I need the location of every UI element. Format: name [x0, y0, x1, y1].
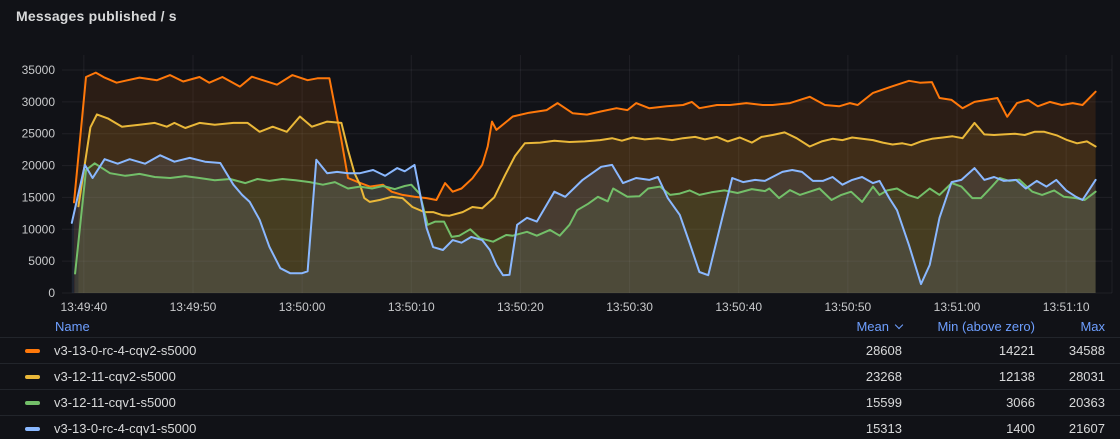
series-max-value: 34588: [1068, 343, 1105, 358]
legend-rows: v3-13-0-rc-4-cqv2-s5000 28608 14221 3458…: [0, 338, 1120, 439]
series-max-value: 21607: [1068, 421, 1105, 436]
legend-col-mean[interactable]: Mean: [782, 318, 904, 334]
legend-row: v3-13-0-rc-4-cqv1-s5000 15313 1400 21607: [0, 416, 1120, 439]
y-tick-label: 35000: [22, 63, 56, 77]
series-color-swatch-icon: [25, 426, 40, 431]
x-tick-label: 13:49:40: [60, 300, 107, 314]
series-min-value: 1400: [1006, 421, 1035, 436]
series-color-swatch-icon: [25, 374, 40, 379]
x-tick-label: 13:50:50: [825, 300, 872, 314]
legend-col-max[interactable]: Max: [1080, 318, 1105, 334]
y-tick-label: 20000: [22, 159, 56, 173]
legend-row: v3-12-11-cqv2-s5000 23268 12138 28031: [0, 364, 1120, 390]
legend-col-mean-label: Mean: [856, 318, 889, 334]
y-tick-label: 30000: [22, 95, 56, 109]
legend-table: Name Mean Min (above zero) Max v3-13-0-r…: [0, 315, 1120, 439]
series-color-swatch-icon: [25, 348, 40, 353]
series-area-v3-13-0-rc-4-cqv1-s5000: [71, 155, 1096, 293]
legend-header: Name Mean Min (above zero) Max: [0, 315, 1120, 338]
series-max-value: 20363: [1068, 395, 1105, 410]
y-tick-label: 0: [48, 286, 55, 300]
series-min-value: 3066: [1006, 395, 1035, 410]
x-tick-label: 13:50:20: [497, 300, 544, 314]
x-tick-label: 13:51:10: [1043, 300, 1090, 314]
x-tick-label: 13:50:40: [715, 300, 762, 314]
panel-title: Messages published / s: [16, 8, 177, 24]
series-min-value: 12138: [998, 369, 1035, 384]
legend-row: v3-13-0-rc-4-cqv2-s5000 28608 14221 3458…: [0, 338, 1120, 364]
time-series-chart[interactable]: 0 5000 10000 15000 20000 25000 30000 35000 13:49…: [0, 0, 1120, 315]
y-tick-label: 5000: [28, 254, 55, 268]
legend-col-min[interactable]: Min (above zero): [937, 318, 1035, 334]
series-mean-value: 15599: [865, 395, 902, 410]
series-name[interactable]: v3-13-0-rc-4-cqv2-s5000: [54, 343, 197, 358]
x-tick-label: 13:50:30: [606, 300, 653, 314]
series-line-v3-12-11-cqv2-s5000: [77, 113, 1097, 217]
y-tick-label: 25000: [22, 127, 56, 141]
x-tick-label: 13:50:00: [279, 300, 326, 314]
series-name[interactable]: v3-13-0-rc-4-cqv1-s5000: [54, 421, 197, 436]
series-name[interactable]: v3-12-11-cqv2-s5000: [54, 369, 176, 384]
y-tick-label: 10000: [22, 222, 56, 236]
x-tick-label: 13:50:10: [388, 300, 435, 314]
series-name[interactable]: v3-12-11-cqv1-s5000: [54, 395, 176, 410]
series-mean-value: 28608: [865, 343, 902, 358]
legend-row: v3-12-11-cqv1-s5000 15599 3066 20363: [0, 390, 1120, 416]
series-mean-value: 15313: [865, 421, 902, 436]
series-min-value: 14221: [998, 343, 1035, 358]
series-line-v3-12-11-cqv1-s5000: [74, 162, 1097, 275]
series-line-v3-13-0-rc-4-cqv2-s5000: [73, 71, 1097, 204]
x-tick-label: 13:49:50: [170, 300, 217, 314]
y-tick-label: 15000: [22, 190, 56, 204]
series-max-value: 28031: [1068, 369, 1105, 384]
series-line-v3-13-0-rc-4-cqv1-s5000: [70, 154, 1097, 286]
x-tick-label: 13:51:00: [934, 300, 981, 314]
series-mean-value: 23268: [865, 369, 902, 384]
legend-col-name[interactable]: Name: [55, 318, 90, 334]
series-color-swatch-icon: [25, 400, 40, 405]
series-area-v3-13-0-rc-4-cqv2-s5000: [74, 72, 1096, 293]
